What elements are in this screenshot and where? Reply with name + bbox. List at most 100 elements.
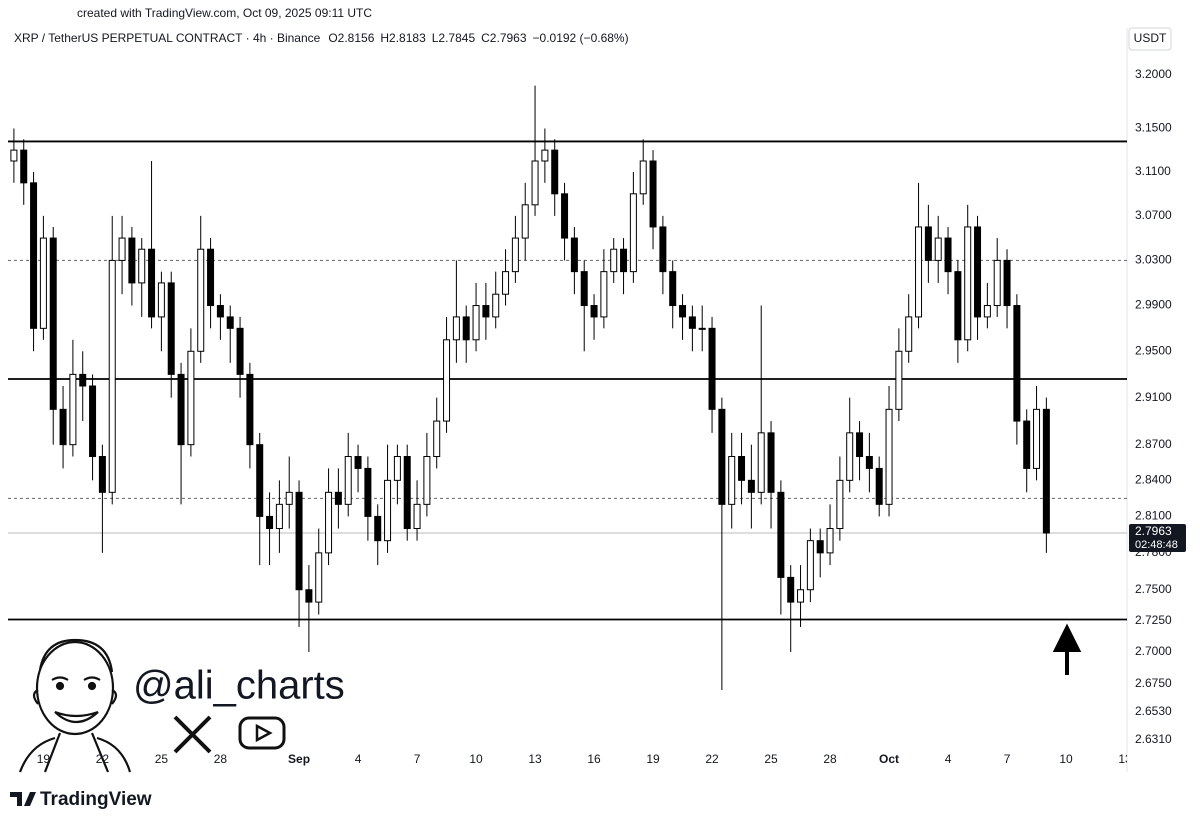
candle-body (905, 316, 913, 352)
candle-body (600, 271, 608, 318)
candle-body (305, 589, 313, 603)
candle-body (118, 237, 126, 261)
x-tick-label: 10 (469, 752, 483, 766)
candle-body (285, 491, 293, 505)
candle-body (1023, 420, 1031, 469)
candle-body (1042, 408, 1050, 534)
x-tick-label: 13 (528, 752, 542, 766)
ohlc-item: C2.7963 (481, 31, 527, 45)
candle-body (325, 491, 333, 554)
x-tick-label: 13 (1118, 752, 1132, 766)
candle-body (482, 305, 490, 318)
last-price-label: 2.7963 (1135, 524, 1172, 538)
y-tick-label: 3.1500 (1135, 121, 1172, 135)
youtube-play (255, 723, 273, 743)
created-note: created with TradingView.com, Oct 09, 20… (77, 6, 372, 20)
candle-body (59, 408, 67, 446)
x-tick-label: 22 (96, 752, 110, 766)
candle-body (30, 182, 38, 329)
y-tick-label: 2.9500 (1135, 343, 1172, 357)
candle-body (10, 149, 18, 162)
x-axis: 19 22 25 28 Sep 4 7 10 13 16 19 22 25 28 Oct 4 7 10 13 (37, 752, 1132, 766)
candle-body (728, 456, 736, 505)
candle-body (49, 237, 57, 410)
candle-body (226, 316, 234, 329)
x-tick-label: Oct (879, 752, 899, 766)
candle-body (354, 456, 362, 469)
candle-body (462, 316, 470, 341)
plot-area (8, 85, 1127, 690)
arrow-annotation (1052, 623, 1082, 675)
tv-logo (10, 792, 36, 806)
currency-box (1128, 27, 1172, 51)
y-tick-label: 3.1100 (1135, 164, 1171, 178)
watermark: @ali_charts (133, 664, 345, 708)
candle-body (364, 467, 372, 517)
y-tick-label: 2.8700 (1135, 437, 1172, 451)
y-tick-label: 3.0700 (1135, 208, 1172, 222)
x-tick-label: 28 (823, 752, 837, 766)
candle-body (1003, 259, 1011, 307)
candle-body (187, 350, 195, 446)
candle-body (384, 479, 392, 542)
x-tick-label: 25 (155, 752, 169, 766)
candle-body (688, 316, 696, 329)
candle-body (629, 193, 637, 273)
candle-body (374, 515, 382, 542)
candle-body (757, 432, 765, 493)
ohlc-item: L2.7845 (432, 31, 476, 45)
avatar (18, 638, 132, 773)
candle-body (924, 226, 932, 261)
x-tick-label: 4 (945, 752, 952, 766)
candle-body (915, 226, 923, 318)
candle-body (787, 576, 795, 603)
chart-title: XRP / TetherUS PERPETUAL CONTRACT · 4h ·… (14, 31, 321, 45)
candle-body (580, 271, 588, 307)
candle-body (98, 456, 106, 493)
currency: USDT (1134, 31, 1167, 45)
candle-body (659, 226, 667, 273)
candle-body (974, 226, 982, 318)
x-tick-label: 19 (646, 752, 660, 766)
y-tick-label: 2.8100 (1135, 509, 1172, 523)
y-tick-label: 2.7500 (1135, 582, 1172, 596)
candle-body (148, 248, 156, 318)
candle-body (767, 432, 775, 493)
candle-body (620, 248, 628, 273)
footer-brand: TradingView (40, 789, 152, 810)
candle-body (167, 282, 175, 375)
ohlc-item: H2.8183 (380, 31, 426, 45)
x-tick-label: Sep (288, 752, 310, 766)
youtube-icon (238, 716, 286, 750)
candle-body (275, 503, 283, 530)
x-tick-label: 10 (1059, 752, 1073, 766)
candle-body (885, 408, 893, 505)
candle-body (590, 305, 598, 318)
x-tick-label: 7 (1004, 752, 1011, 766)
candle-body (403, 456, 411, 530)
candle-body (797, 589, 805, 603)
candle-body (570, 237, 578, 273)
ohlc-item: O2.8156 (328, 31, 374, 45)
candle-body (856, 432, 864, 458)
candle-body (875, 467, 883, 505)
ohlc-item: −0.0192 (−0.68%) (533, 31, 629, 45)
candle-body (561, 193, 569, 239)
candle-body (1033, 408, 1041, 469)
candle-body (108, 259, 116, 493)
y-tick-label: 3.0300 (1135, 253, 1172, 267)
candle-body (138, 248, 146, 284)
candle-body (413, 503, 421, 530)
x-tick-label: 28 (214, 752, 228, 766)
candle-body (315, 552, 323, 603)
y-tick-label: 2.7250 (1135, 613, 1172, 627)
candle-body (344, 456, 352, 505)
candle-body (669, 271, 677, 307)
candle-body (934, 237, 942, 261)
y-tick-label: 2.6750 (1135, 676, 1172, 690)
y-tick-label: 3.2000 (1135, 67, 1172, 81)
candle-body (738, 456, 746, 481)
candle-body (236, 327, 244, 375)
candle-body (551, 149, 559, 195)
